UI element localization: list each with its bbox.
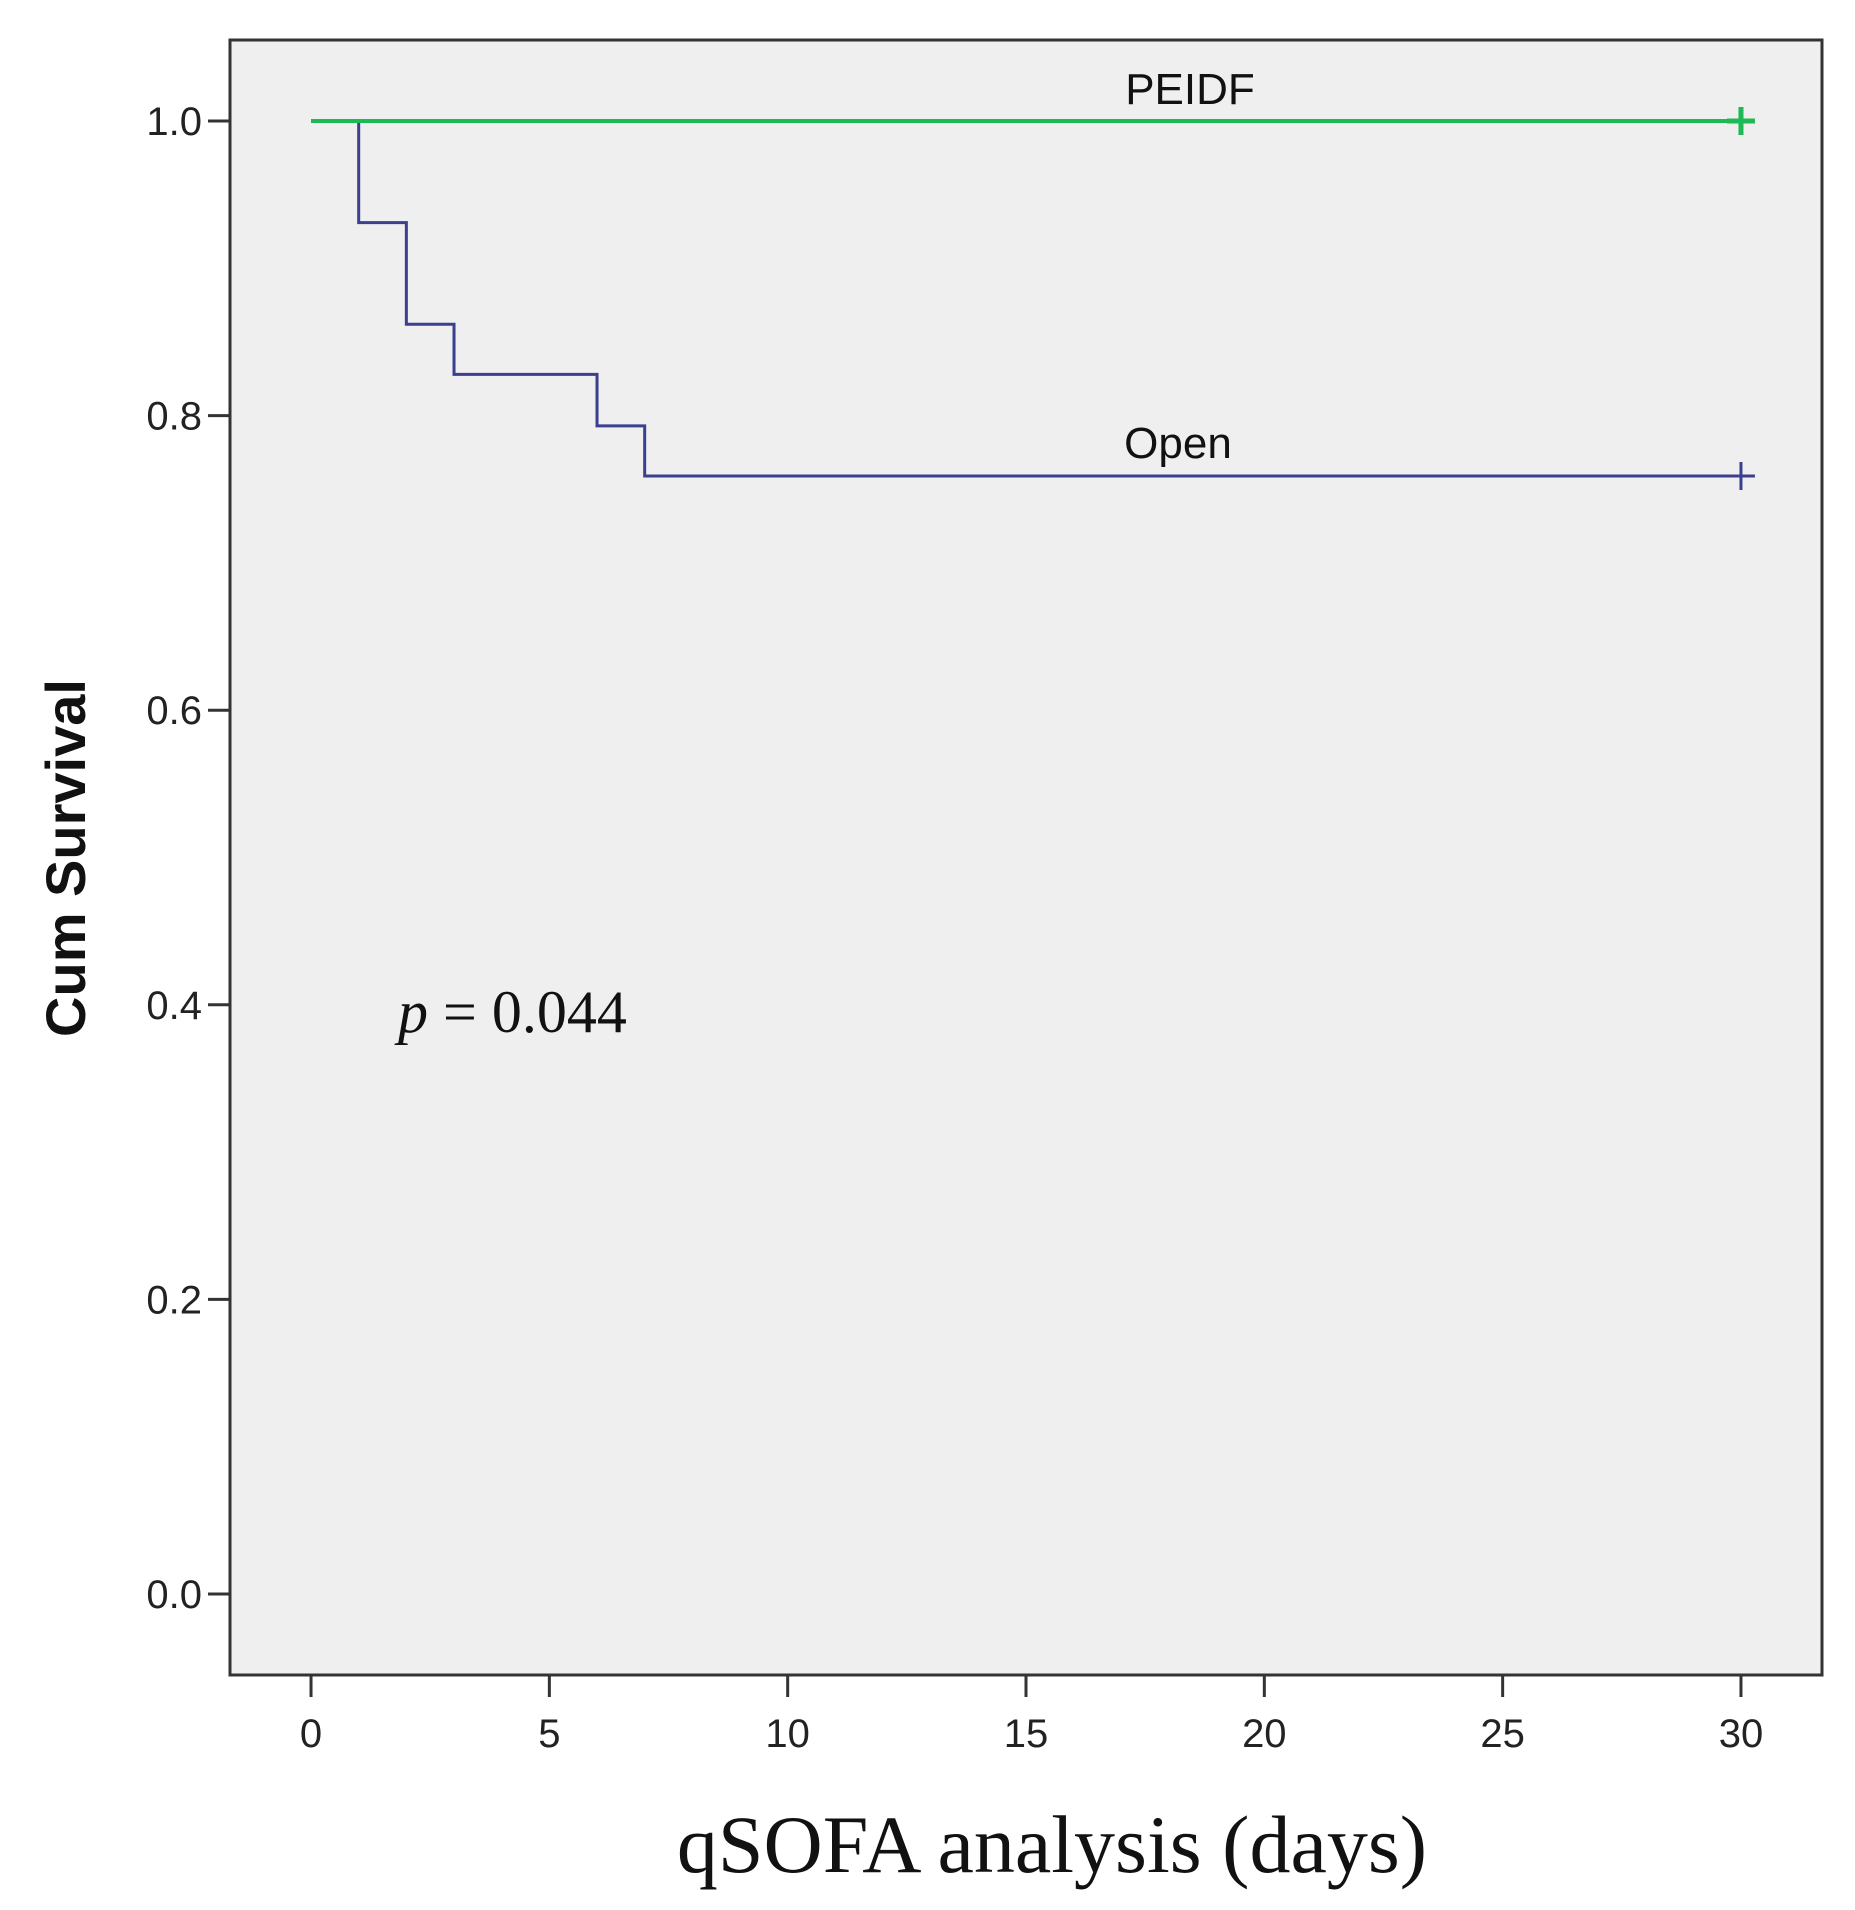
y-tick-label: 0.4 xyxy=(146,984,202,1028)
p-value-annotation: p = 0.044 xyxy=(394,979,627,1045)
series-group xyxy=(311,107,1755,490)
p-value-text: = 0.044 xyxy=(428,979,627,1045)
p-value-symbol: p xyxy=(394,979,428,1045)
series-labels: PEIDF Open xyxy=(1124,65,1255,468)
y-tick-label: 1.0 xyxy=(146,100,202,144)
series-label-open: Open xyxy=(1124,419,1232,468)
x-tick-label: 30 xyxy=(1719,1712,1764,1756)
x-tick-label: 10 xyxy=(765,1712,810,1756)
censor-mark-open xyxy=(1726,462,1755,490)
y-tick-label: 0.0 xyxy=(146,1573,202,1617)
x-tick-label: 25 xyxy=(1480,1712,1525,1756)
x-tick-label: 15 xyxy=(1004,1712,1049,1756)
y-tick-label: 0.6 xyxy=(146,689,202,733)
plot-area xyxy=(228,38,1824,1677)
y-tick-label: 0.2 xyxy=(146,1278,202,1322)
y-axis-label: Cum Survival xyxy=(34,679,97,1037)
series-line-open xyxy=(311,119,1741,478)
y-axis-ticks: 0.0 0.2 0.4 0.6 0.8 1.0 xyxy=(146,100,230,1617)
y-tick-label: 0.8 xyxy=(146,395,202,439)
x-tick-label: 5 xyxy=(538,1712,560,1756)
x-tick-label: 20 xyxy=(1242,1712,1287,1756)
x-axis-ticks: 0 5 10 15 20 25 30 xyxy=(300,1675,1763,1756)
censor-mark-peidf xyxy=(1726,107,1755,136)
series-label-peidf: PEIDF xyxy=(1125,65,1255,114)
x-tick-label: 0 xyxy=(300,1712,322,1756)
x-axis-label: qSOFA analysis (days) xyxy=(677,1799,1427,1890)
